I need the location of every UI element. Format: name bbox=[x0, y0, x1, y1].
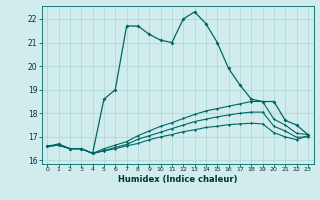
X-axis label: Humidex (Indice chaleur): Humidex (Indice chaleur) bbox=[118, 175, 237, 184]
